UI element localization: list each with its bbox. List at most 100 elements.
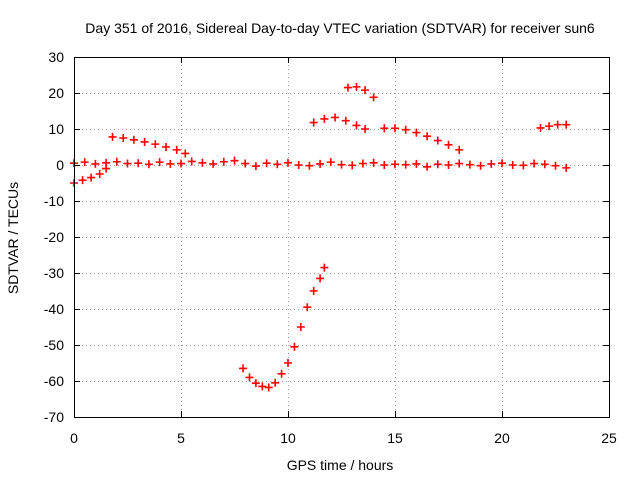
series-arc-start [70,164,111,187]
y-tick-label: 30 [48,49,64,65]
data-point [331,113,340,122]
data-point [476,161,485,170]
data-point [358,159,367,168]
data-point [487,159,496,168]
x-tick-label: 10 [280,430,296,446]
data-point [348,161,357,170]
data-point [296,323,305,331]
series-arc-e [380,124,464,154]
data-point [305,161,314,170]
data-point [144,160,153,169]
data-point [337,160,346,169]
data-point [423,162,432,171]
data-point [155,158,164,167]
data-point [80,158,89,167]
data-point [380,161,389,169]
x-axis-title: GPS time / hours [287,457,394,473]
y-tick-label: 0 [56,157,64,173]
data-point [530,159,539,168]
x-tick-label: 5 [177,430,185,446]
x-tick-label: 20 [494,430,510,446]
data-point [251,379,260,388]
data-point [309,118,318,127]
axis-ticks: 0 5 10 15 20 25 -70 -60 -50 -40 -30 -20 -10 0 10 20 30 [44,49,617,446]
series-arc-c [309,113,370,133]
data-point [303,303,312,312]
data-point [230,156,239,165]
data-point [320,114,329,123]
data-point [264,383,273,392]
data-point [391,160,399,169]
data-point [369,158,378,167]
data-point [241,159,250,168]
data-point [455,159,464,168]
series-arc-f [536,120,571,132]
data-point [198,158,207,167]
y-tick-label: -20 [44,229,64,245]
data-point [112,157,121,166]
data-point [423,132,432,141]
data-point [151,140,160,149]
data-series [70,82,571,392]
data-point [123,159,132,168]
data-point [172,145,181,154]
data-point [187,157,196,166]
data-point [352,121,361,130]
data-point [162,143,171,151]
data-point [361,86,370,95]
data-point [401,125,410,134]
data-point [444,140,453,149]
data-point [545,122,554,131]
data-point [271,378,280,387]
y-tick-label: -40 [44,301,64,317]
data-point [352,82,361,91]
data-point [326,158,335,167]
data-point [108,132,117,141]
data-point [219,157,228,166]
data-point [412,128,421,137]
data-point [391,124,399,133]
y-tick-label: -50 [44,337,64,353]
data-point [562,163,571,172]
data-point [309,287,318,295]
data-point [251,162,260,171]
data-point [245,373,254,382]
data-point [508,161,517,169]
data-point [519,161,528,170]
data-point [540,160,549,169]
data-point [284,359,292,367]
data-point [562,120,571,129]
data-point [343,83,352,92]
data-point [177,159,185,168]
data-point [444,161,453,169]
data-point [465,160,474,169]
data-point [166,159,175,168]
y-tick-label: -60 [44,373,64,389]
data-point [95,170,104,178]
series-arc-d [343,82,378,102]
data-point [78,176,87,185]
y-tick-label: -70 [44,409,64,425]
series-arc-baseline [70,156,571,172]
data-point [433,136,442,145]
data-point [119,134,128,142]
data-point [134,159,143,168]
data-point [284,158,292,167]
data-point [341,116,350,125]
data-point [455,145,464,154]
data-point [498,159,506,168]
data-point [239,364,248,373]
x-tick-label: 0 [70,430,78,446]
data-point [140,137,149,146]
data-point [316,159,325,168]
y-tick-label: -30 [44,265,64,281]
x-tick-label: 15 [387,430,403,446]
data-point [102,164,111,173]
data-point [361,125,370,133]
data-point [551,161,560,170]
data-point [536,123,545,132]
y-tick-label: -10 [44,193,64,209]
data-point [277,369,286,378]
data-point [369,93,378,102]
